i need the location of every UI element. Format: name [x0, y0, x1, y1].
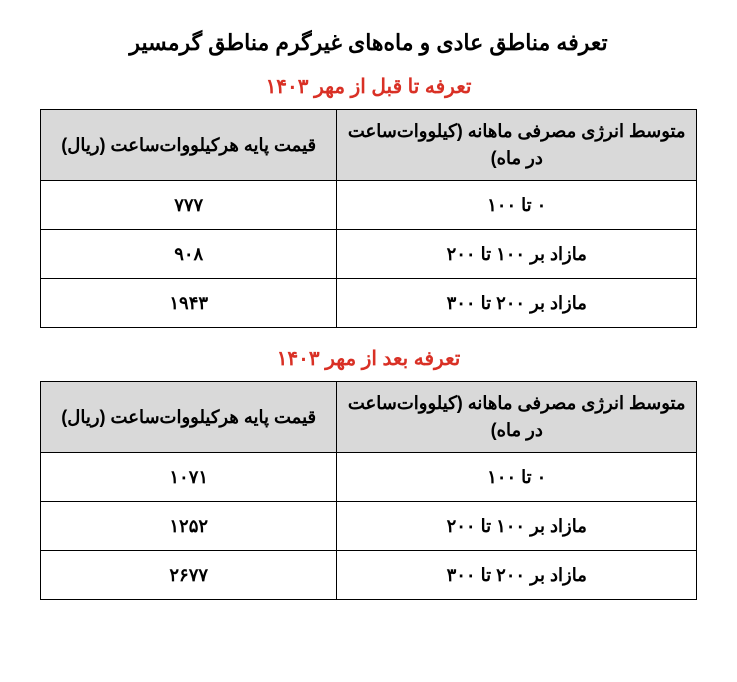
cell-price: ۱۰۷۱ [41, 453, 337, 502]
page-title: تعرفه مناطق عادی و ماه‌های غیرگرم مناطق … [40, 30, 697, 56]
cell-price: ۱۲۵۲ [41, 502, 337, 551]
header-price: قیمت پایه هرکیلووات‌ساعت (ریال) [41, 382, 337, 453]
table-row: مازاد بر ۱۰۰ تا ۲۰۰ ۹۰۸ [41, 230, 697, 279]
header-range: متوسط انرژی مصرفی ماهانه (کیلووات‌ساعت د… [337, 382, 697, 453]
table-row: ۰ تا ۱۰۰ ۱۰۷۱ [41, 453, 697, 502]
table-1-subtitle: تعرفه تا قبل از مهر ۱۴۰۳ [40, 74, 697, 99]
table-row: مازاد بر ۲۰۰ تا ۳۰۰ ۲۶۷۷ [41, 551, 697, 600]
cell-range: مازاد بر ۲۰۰ تا ۳۰۰ [337, 279, 697, 328]
header-range: متوسط انرژی مصرفی ماهانه (کیلووات‌ساعت د… [337, 110, 697, 181]
table-row: مازاد بر ۲۰۰ تا ۳۰۰ ۱۹۴۳ [41, 279, 697, 328]
table-header-row: متوسط انرژی مصرفی ماهانه (کیلووات‌ساعت د… [41, 382, 697, 453]
cell-price: ۹۰۸ [41, 230, 337, 279]
table-header-row: متوسط انرژی مصرفی ماهانه (کیلووات‌ساعت د… [41, 110, 697, 181]
cell-range: مازاد بر ۲۰۰ تا ۳۰۰ [337, 551, 697, 600]
cell-price: ۷۷۷ [41, 181, 337, 230]
cell-range: ۰ تا ۱۰۰ [337, 453, 697, 502]
table-row: ۰ تا ۱۰۰ ۷۷۷ [41, 181, 697, 230]
table-2-subtitle: تعرفه بعد از مهر ۱۴۰۳ [40, 346, 697, 371]
table-row: مازاد بر ۱۰۰ تا ۲۰۰ ۱۲۵۲ [41, 502, 697, 551]
cell-range: مازاد بر ۱۰۰ تا ۲۰۰ [337, 502, 697, 551]
cell-range: مازاد بر ۱۰۰ تا ۲۰۰ [337, 230, 697, 279]
cell-range: ۰ تا ۱۰۰ [337, 181, 697, 230]
cell-price: ۲۶۷۷ [41, 551, 337, 600]
tariff-table-1: متوسط انرژی مصرفی ماهانه (کیلووات‌ساعت د… [40, 109, 697, 328]
tariff-table-2: متوسط انرژی مصرفی ماهانه (کیلووات‌ساعت د… [40, 381, 697, 600]
header-price: قیمت پایه هرکیلووات‌ساعت (ریال) [41, 110, 337, 181]
cell-price: ۱۹۴۳ [41, 279, 337, 328]
